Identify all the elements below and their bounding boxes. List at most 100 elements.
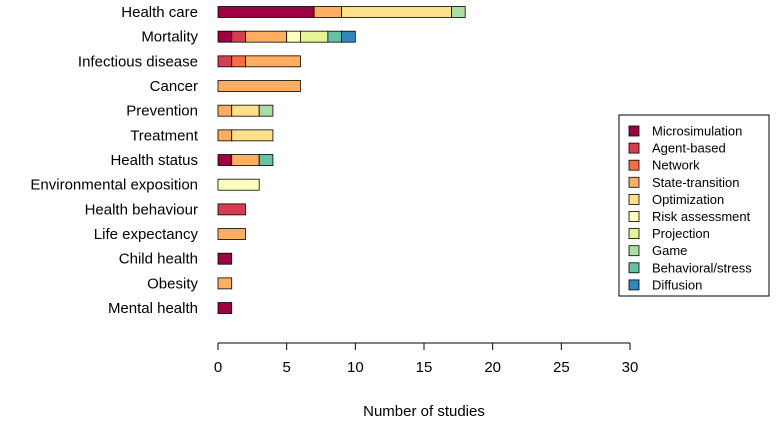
- legend-swatch: [628, 125, 640, 137]
- legend-swatch: [628, 211, 640, 222]
- bar-segment-life-expectancy-state-transition: [217, 228, 246, 240]
- bar-segment-cancer-state-transition: [217, 80, 301, 92]
- category-label: Mortality: [141, 29, 198, 46]
- legend-swatch: [628, 193, 640, 205]
- x-axis: 0 5 10 15 20 25 30: [214, 342, 639, 376]
- legend-item-agent-based: Agent-based: [628, 141, 726, 156]
- category-label: Life expectancy: [94, 226, 199, 243]
- legend-label: State-transition: [652, 175, 739, 190]
- bar-segment-health-status-microsimulation: [217, 154, 233, 166]
- legend-item-game: Game: [628, 243, 687, 258]
- bar-segment-health-status-behavioral-stress: [258, 154, 274, 166]
- bar-segment-treatment-optimization: [231, 129, 274, 142]
- bar-row-cancer: [217, 80, 301, 92]
- category-label: Cancer: [150, 78, 198, 95]
- bar-segment-health-care-game: [451, 6, 466, 18]
- legend-swatch: [628, 228, 640, 240]
- bar-row-mental-health: [217, 302, 233, 314]
- bar-segment-health-behaviour-agent-based: [217, 203, 246, 216]
- legend-label: Behavioral/stress: [652, 260, 752, 275]
- bar-segment-mortality-state-transition: [245, 30, 288, 43]
- bar-row-infectious-disease: [217, 55, 301, 68]
- category-label: Treatment: [130, 127, 199, 144]
- bar-segment-infectious-disease-agent-based: [217, 55, 233, 68]
- legend: Microsimulation Agent-based Network State-t…: [618, 114, 770, 297]
- bar-segment-mortality-risk-assessment: [286, 30, 301, 43]
- legend-label: Diffusion: [652, 277, 702, 292]
- category-label: Health behaviour: [85, 201, 198, 218]
- legend-item-network: Network: [628, 158, 700, 173]
- legend-swatch: [628, 279, 640, 291]
- legend-item-state-transition: State-transition: [628, 175, 739, 190]
- bar-row-child-health: [217, 252, 233, 265]
- legend-item-projection: Projection: [628, 226, 710, 241]
- bar-row-health-care: [217, 6, 466, 18]
- legend-label: Projection: [652, 226, 710, 241]
- bar-segment-environmental-exposition-risk-assessment: [217, 178, 260, 191]
- bar-segment-treatment-state-transition: [217, 129, 233, 142]
- x-tick-label: 25: [553, 359, 570, 376]
- legend-swatch: [628, 159, 640, 171]
- bar-row-health-behaviour: [217, 203, 246, 216]
- category-label: Health status: [110, 152, 198, 169]
- bar-segment-prevention-optimization: [231, 104, 260, 117]
- bar-segment-prevention-state-transition: [217, 104, 233, 117]
- legend-swatch: [628, 245, 640, 257]
- category-labels: Health care Mortality Infectious disease Ca…: [30, 4, 198, 317]
- bar-row-environmental-exposition: [217, 178, 260, 191]
- bar-segment-mortality-behavioral-stress: [327, 30, 342, 43]
- legend-label: Game: [652, 243, 687, 258]
- bar-segment-mortality-diffusion: [341, 30, 356, 43]
- x-axis-title: Number of studies: [363, 403, 485, 420]
- bar-row-mortality: [217, 30, 356, 43]
- legend-label: Network: [652, 158, 700, 173]
- bar-segment-infectious-disease-state-transition: [245, 55, 301, 68]
- legend-label: Agent-based: [652, 141, 726, 156]
- x-tick-label: 15: [416, 359, 433, 376]
- x-tick-label: 30: [622, 359, 639, 376]
- legend-item-risk-assessment: Risk assessment: [628, 209, 751, 224]
- bar-segment-mortality-projection: [299, 30, 329, 43]
- bar-row-life-expectancy: [217, 228, 246, 240]
- category-label: Mental health: [108, 300, 198, 317]
- legend-swatch: [628, 176, 640, 188]
- legend-label: Risk assessment: [652, 209, 751, 224]
- bar-row-treatment: [217, 129, 274, 142]
- x-tick-label: 5: [282, 359, 290, 376]
- bar-segment-health-care-state-transition: [313, 6, 343, 18]
- category-label: Health care: [121, 4, 198, 21]
- legend-item-microsimulation: Microsimulation: [628, 124, 742, 139]
- bar-segment-mental-health-microsimulation: [217, 302, 233, 314]
- bar-segment-prevention-game: [258, 104, 274, 117]
- bar-row-obesity: [217, 277, 233, 290]
- bar-segment-child-health-microsimulation: [217, 252, 233, 265]
- legend-swatch: [628, 262, 640, 274]
- category-label: Obesity: [147, 275, 198, 292]
- category-label: Environmental exposition: [30, 177, 198, 194]
- bar-segment-obesity-state-transition: [217, 277, 233, 290]
- x-ticks: 0 5 10 15 20 25 30: [214, 343, 639, 376]
- legend-label: Microsimulation: [652, 124, 742, 139]
- legend-items: Microsimulation Agent-based Network State-t…: [628, 124, 752, 292]
- x-tick-label: 20: [484, 359, 501, 376]
- bar-segment-infectious-disease-network: [231, 55, 246, 68]
- bar-segment-health-care-optimization: [341, 6, 452, 18]
- bar-row-health-status: [217, 154, 274, 166]
- bars-layer: [217, 6, 466, 314]
- bar-segment-health-care-microsimulation: [217, 6, 315, 18]
- bar-segment-health-status-state-transition: [231, 154, 260, 166]
- x-tick-label: 0: [214, 359, 222, 376]
- legend-label: Optimization: [652, 192, 724, 207]
- legend-swatch: [628, 142, 640, 154]
- legend-item-behavioral-stress: Behavioral/stress: [628, 260, 752, 275]
- legend-item-optimization: Optimization: [628, 192, 724, 207]
- category-label: Child health: [119, 251, 198, 268]
- bar-row-prevention: [217, 104, 274, 117]
- category-label: Infectious disease: [78, 53, 198, 70]
- legend-box: [618, 114, 770, 297]
- category-label: Prevention: [126, 103, 198, 120]
- x-tick-label: 10: [347, 359, 364, 376]
- bar-segment-mortality-agent-based: [231, 30, 246, 43]
- bar-segment-mortality-microsimulation: [217, 30, 233, 43]
